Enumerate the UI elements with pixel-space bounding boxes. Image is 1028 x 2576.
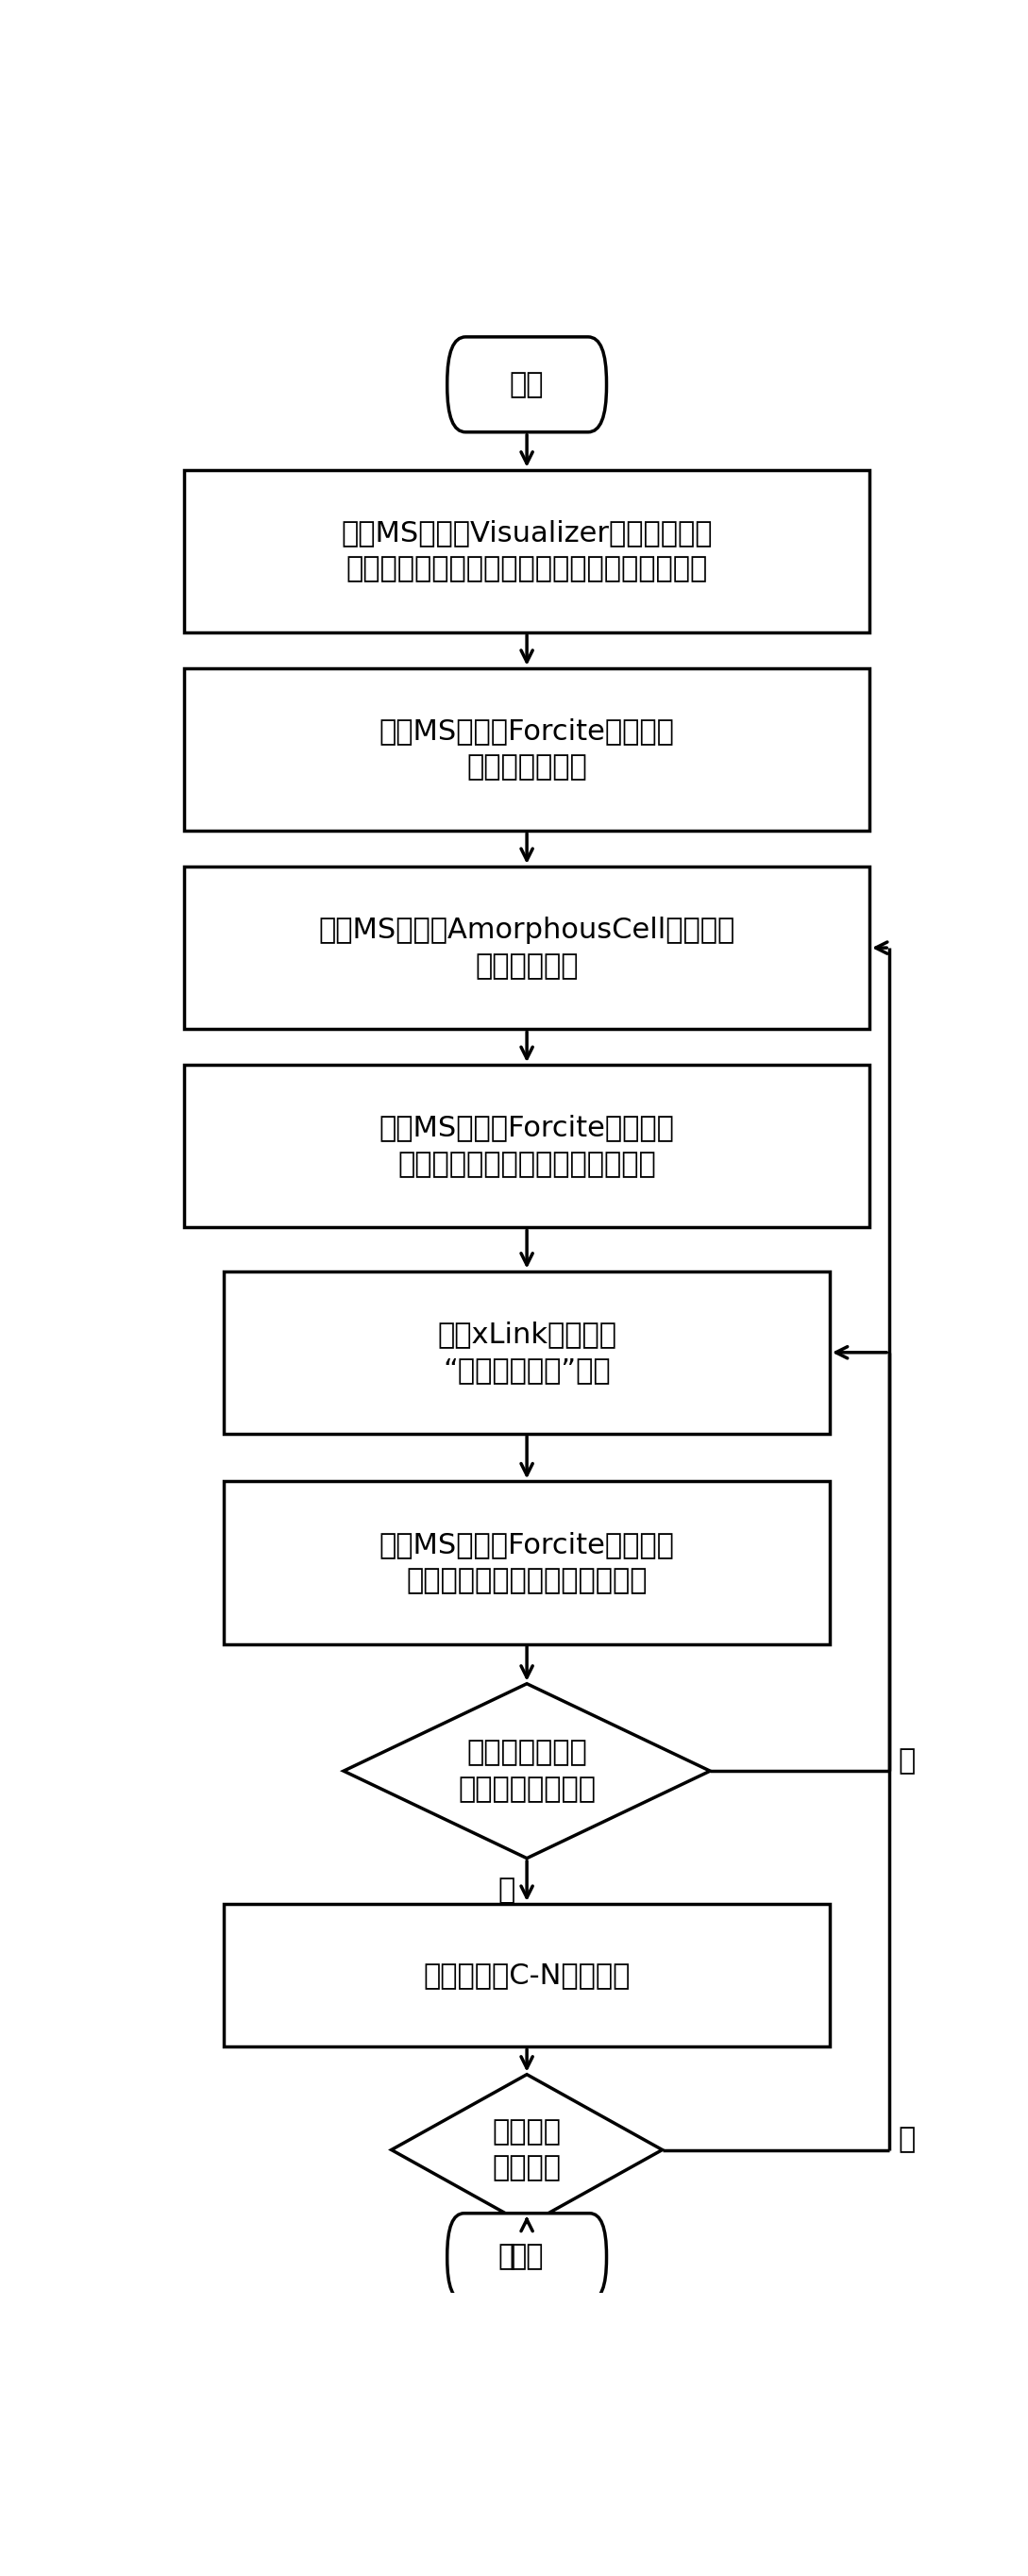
Text: 测量并统计C-N键的键长: 测量并统计C-N键的键长	[424, 1960, 630, 1989]
Text: 利用xLink程序进行
“虚拟交联反应”运算: 利用xLink程序进行 “虚拟交联反应”运算	[437, 1321, 617, 1383]
Bar	[184, 667, 870, 832]
Text: 利用MS软件的Forcite模块进行
能量最小化和分子动力学弛豫运算: 利用MS软件的Forcite模块进行 能量最小化和分子动力学弛豫运算	[379, 1115, 674, 1177]
Bar	[184, 866, 870, 1030]
FancyBboxPatch shape	[447, 2213, 607, 2300]
Text: 利用MS软件的Forcite模块进行
温度循环的分子动力学弛豫运算: 利用MS软件的Forcite模块进行 温度循环的分子动力学弛豫运算	[379, 1530, 674, 1595]
Text: 开始: 开始	[510, 371, 544, 399]
Text: 结束: 结束	[510, 2244, 544, 2269]
Text: 利用MS软件的AmorphousCell模块进行
结构混合运算: 利用MS软件的AmorphousCell模块进行 结构混合运算	[319, 917, 735, 979]
Text: 否: 否	[898, 2125, 916, 2154]
Bar	[224, 1270, 830, 1435]
Text: 判断反应度是否
达到设定的目标值: 判断反应度是否 达到设定的目标值	[457, 1739, 596, 1803]
Text: 否: 否	[898, 1747, 916, 1775]
Polygon shape	[392, 2074, 662, 2226]
Bar	[224, 1481, 830, 1643]
Bar	[184, 1064, 870, 1229]
FancyBboxPatch shape	[447, 337, 607, 433]
Text: 判断是否
结束构建: 判断是否 结束构建	[492, 2117, 561, 2182]
Text: 利用MS软件的Visualizer模块分别构建
氧化石墨烯分子、聚碳化二亚胺分子的结构文件: 利用MS软件的Visualizer模块分别构建 氧化石墨烯分子、聚碳化二亚胺分子…	[341, 520, 712, 582]
Polygon shape	[343, 1685, 710, 1857]
Text: 是: 是	[499, 1875, 516, 1904]
Bar	[184, 469, 870, 634]
Text: 是: 是	[499, 2244, 516, 2269]
Text: 利用MS软件的Forcite模块进行
能量最小化运算: 利用MS软件的Forcite模块进行 能量最小化运算	[379, 719, 674, 781]
Bar	[224, 1904, 830, 2048]
